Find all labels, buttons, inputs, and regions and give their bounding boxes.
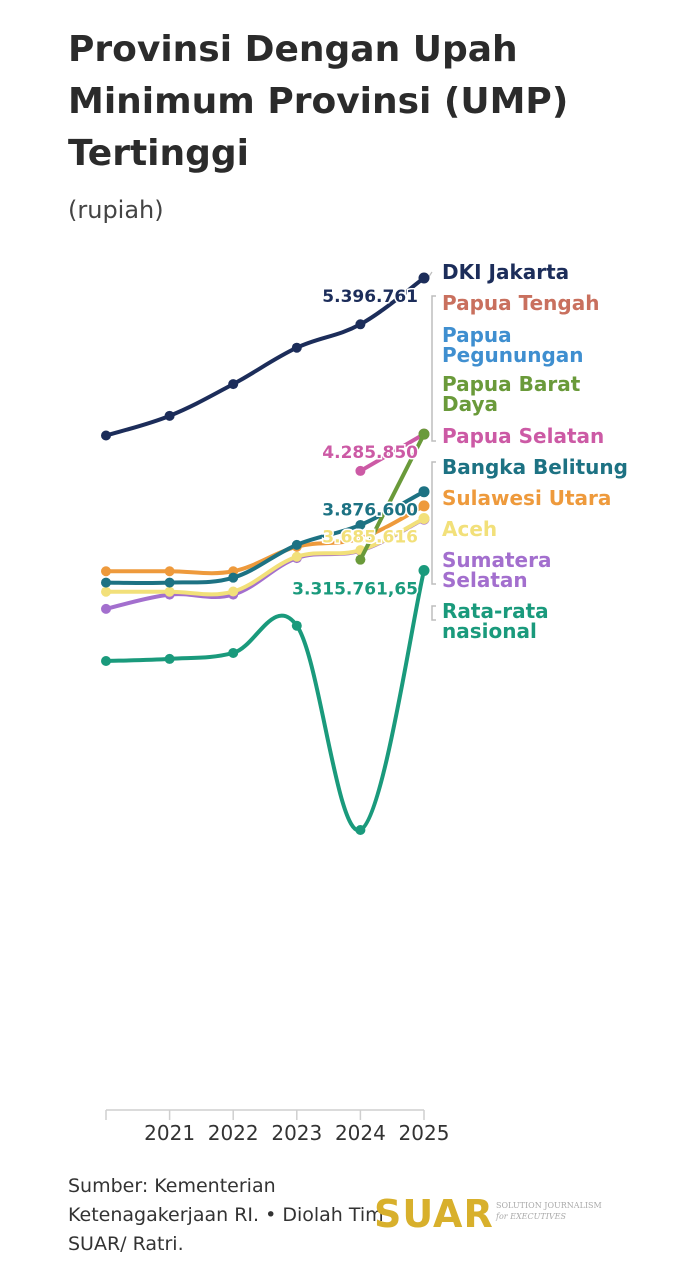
data-point [164,410,175,421]
data-point [101,603,111,614]
series-papua-barat-daya [355,428,430,565]
value-label-aceh: 3.685.616 [322,528,418,548]
data-point [355,825,366,835]
legend-bracket [431,605,436,621]
value-label-rata-rata-nasional: 3.315.761,65 [292,580,418,600]
data-point [355,465,366,476]
data-point [418,513,430,525]
brand-tagline-1: SOLUTION JOURNALISM [496,1201,602,1210]
data-point [355,533,366,544]
x-tick-label: 2024 [335,1121,386,1145]
value-label-dki-jakarta: 5.396.761 [322,287,418,307]
series-line-dki-jakarta [104,276,426,438]
data-point [101,586,111,597]
x-axis: 2021 2022 2023 2024 2025 [105,1109,450,1145]
legend-item-bangka-belitung: Bangka Belitung [442,455,628,479]
legend-bracket [431,461,436,585]
value-label-papua-selatan: 4.285.850 [322,443,418,463]
data-point [291,551,302,562]
data-point [228,379,239,390]
brand-tagline-2: for EXECUTIVES [496,1212,566,1221]
data-point [355,554,366,565]
x-tick-label: 2025 [399,1121,450,1145]
legend-item-papua-selatan: Papua Selatan [442,424,604,448]
data-point [418,565,430,577]
brand-tagline: SOLUTION JOURNALISM for EXECUTIVES [496,1200,636,1222]
data-point [291,539,302,550]
series-lines [101,272,430,835]
data-point [101,430,111,441]
series-line-papua-barat-daya [358,432,426,562]
source-note: Sumber: Kementerian Ketenagakerjaan RI. … [68,1175,384,1255]
data-point [228,647,239,658]
data-point [418,500,430,512]
legend: DKI Jakarta Papua Tengah Papua Pegunungan Pa… [442,260,628,643]
legend-item-rata-rata-nasional: Rata-rata nasional [442,599,549,643]
data-point [228,586,239,597]
data-point [101,577,111,588]
chart-title: Provinsi Dengan Upah Minimum Provinsi (U… [68,29,569,174]
data-point [164,653,175,664]
data-point [355,319,366,330]
data-point [291,620,302,631]
x-tick-label: 2022 [208,1121,259,1145]
brand-wordmark: SUAR [374,1192,494,1236]
data-point [164,586,175,597]
series-dki-jakarta [101,272,430,441]
chart-subtitle: (rupiah) [68,196,164,224]
brand-logo: SUAR SOLUTION JOURNALISM for EXECUTIVES [374,1192,602,1236]
data-point [291,342,302,353]
data-point [101,655,111,666]
data-point [418,428,430,440]
data-point [418,272,430,284]
legend-brackets [427,271,436,621]
line-chart: 2021 2022 2023 2024 2025 5.396.761 4.285.850 3… [101,260,628,1145]
data-point [101,566,111,577]
x-tick-label: 2023 [271,1121,322,1145]
data-point [164,577,175,588]
legend-item-dki-jakarta: DKI Jakarta [442,260,569,284]
legend-item-sumatera-selatan: Sumatera Selatan [442,548,551,592]
data-point [164,566,175,577]
series-bangka-belitung [101,486,430,588]
legend-bracket [431,295,436,442]
legend-item-aceh: Aceh [442,517,497,541]
value-labels: 5.396.761 4.285.850 3.876.600 3.685.616 3.31… [291,286,420,602]
x-tick-label: 2021 [144,1121,195,1145]
legend-item-sulawesi-utara: Sulawesi Utara [442,486,611,510]
data-point [355,519,366,530]
legend-item-papua-tengah: Papua Tengah [442,291,599,315]
data-point [228,572,239,583]
legend-item-papua-barat-daya: Papua Barat Daya [442,372,581,416]
series-line-rata-rata-nasional [104,568,426,833]
data-point [418,486,430,498]
series-rata-rata-nasional [101,565,430,835]
value-label-bangka-belitung: 3.876.600 [322,501,418,521]
legend-item-papua-pegunungan: Papua Pegunungan [442,323,584,367]
